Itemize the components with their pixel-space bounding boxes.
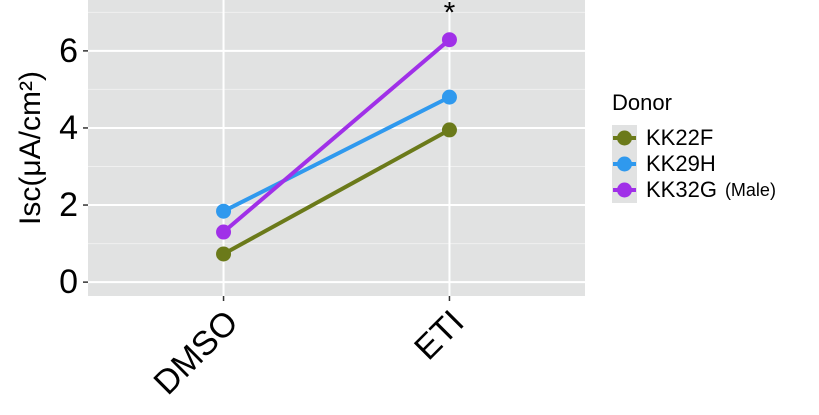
y-tick-label: 0 <box>59 263 78 301</box>
point <box>216 246 232 262</box>
y-tick-label: 2 <box>59 186 78 224</box>
legend-note: (Male) <box>725 180 776 200</box>
point <box>441 122 457 138</box>
series-line <box>222 128 451 256</box>
y-axis-label: Isc(μA/cm²) <box>14 71 47 225</box>
x-tick-label: ETI <box>407 303 471 367</box>
legend-label: KK32G <box>646 177 717 202</box>
plot-panel <box>88 0 585 296</box>
legend-key-point <box>617 156 632 172</box>
legend-key-point <box>617 130 632 146</box>
point <box>216 224 232 240</box>
point <box>441 89 457 105</box>
legend-key-point <box>617 182 632 198</box>
y-tick-label: 6 <box>59 32 78 70</box>
legend-label: KK29H <box>646 151 716 176</box>
point <box>441 32 457 48</box>
y-tick-label: 4 <box>59 109 78 147</box>
series-line <box>222 95 451 213</box>
series-line <box>222 38 451 234</box>
point <box>216 203 232 219</box>
x-tick-label: DMSO <box>147 303 246 402</box>
legend-label: KK22F <box>646 125 713 150</box>
annotation: * <box>444 0 456 30</box>
legend-title: Donor <box>612 90 672 115</box>
